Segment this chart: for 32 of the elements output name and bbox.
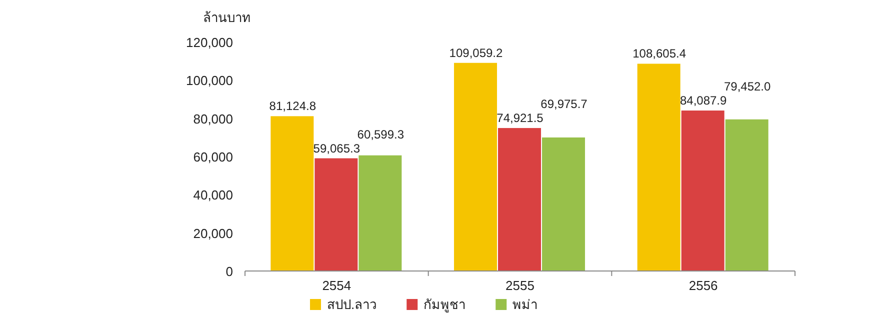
- legend-label: สปป.ลาว: [327, 297, 377, 312]
- y-axis-title: ล้านบาท: [203, 10, 251, 25]
- data-label: 60,599.3: [357, 127, 404, 142]
- y-tick-label: 120,000: [186, 35, 233, 50]
- data-label: 74,921.5: [496, 111, 544, 126]
- bar: [725, 119, 768, 271]
- y-tick-label: 20,000: [193, 226, 233, 241]
- bar: [270, 116, 314, 271]
- bar: [454, 62, 497, 271]
- bar: [498, 128, 541, 271]
- data-label: 108,605.4: [632, 46, 686, 61]
- bar: [637, 64, 680, 271]
- data-label: 59,065.3: [313, 141, 360, 156]
- y-tick-label: 60,000: [193, 150, 233, 164]
- y-tick-label: 0: [226, 264, 233, 279]
- bar: [542, 137, 585, 271]
- x-tick-label: 2556: [688, 278, 718, 293]
- data-label: 79,452.0: [724, 80, 772, 94]
- legend-label: กัมพูชา: [424, 297, 466, 313]
- bar: [681, 110, 724, 271]
- data-label: 69,975.7: [540, 97, 588, 112]
- legend-label: พม่า: [512, 297, 538, 312]
- data-label: 84,087.9: [680, 94, 728, 108]
- data-label: 109,059.2: [449, 46, 504, 60]
- data-label: 81,124.8: [269, 99, 316, 114]
- x-tick-label: 2554: [322, 278, 352, 293]
- y-tick-label: 40,000: [193, 188, 233, 203]
- y-tick-label: 100,000: [186, 73, 233, 88]
- y-tick-label: 80,000: [193, 111, 233, 126]
- bar: [314, 158, 358, 271]
- x-tick-label: 2555: [506, 278, 534, 293]
- bar: [358, 155, 402, 271]
